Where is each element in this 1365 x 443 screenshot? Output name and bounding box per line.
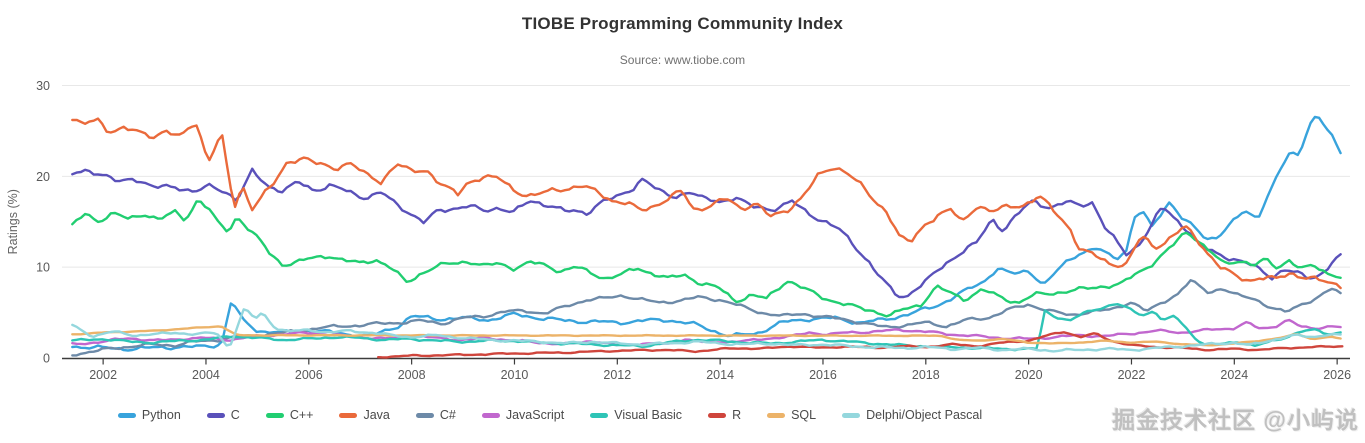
series-line-visual-basic: [71, 303, 1342, 352]
x-tick-label: 2024: [1220, 368, 1248, 382]
series-line-java: [71, 117, 1342, 290]
legend-label-c-: C#: [439, 408, 456, 422]
legend-swatch-delphi-object-pascal: [842, 412, 861, 418]
legend-swatch-c: [206, 412, 225, 418]
series-line-c-: [71, 200, 1342, 318]
legend-label-visual-basic: Visual Basic: [614, 408, 683, 422]
legend-label-javascript: JavaScript: [505, 408, 565, 422]
y-tick-label: 0: [43, 352, 50, 366]
legend-swatch-python: [117, 412, 136, 418]
series-line-sql: [71, 325, 1342, 347]
x-tick-label: 2006: [295, 368, 323, 382]
chart-subtitle: Source: www.tiobe.com: [619, 53, 746, 67]
legend-item-sql[interactable]: SQL: [767, 408, 816, 422]
legend-item-visual-basic[interactable]: Visual Basic: [590, 408, 682, 422]
x-tick-label: 2008: [398, 368, 426, 382]
y-tick-label: 10: [36, 261, 50, 275]
legend-swatch-sql: [767, 412, 786, 418]
series-line-c: [71, 167, 1342, 299]
legend-label-sql: SQL: [791, 408, 817, 422]
legend-label-python: Python: [141, 408, 181, 422]
x-tick-label: 2020: [1015, 368, 1043, 382]
legend-item-c-[interactable]: C++: [265, 408, 314, 422]
y-axis-title: Ratings (%): [6, 189, 20, 254]
x-tick-label: 2002: [89, 368, 117, 382]
legend-item-javascript[interactable]: JavaScript: [481, 408, 565, 422]
series-line-delphi-object-pascal: [71, 308, 1342, 353]
legend-item-r[interactable]: R: [708, 408, 741, 422]
legend-swatch-c-: [265, 412, 284, 418]
x-tick-label: 2004: [192, 368, 220, 382]
legend-label-r: R: [732, 408, 742, 422]
x-tick-label: 2012: [603, 368, 631, 382]
legend-item-c-[interactable]: C#: [415, 408, 456, 422]
legend-swatch-java: [339, 412, 358, 418]
legend-swatch-javascript: [481, 412, 500, 418]
legend-label-delphi-object-pascal: Delphi/Object Pascal: [866, 408, 983, 422]
x-tick-label: 2016: [809, 368, 837, 382]
chart-title: TIOBE Programming Community Index: [521, 14, 844, 33]
x-tick-label: 2022: [1118, 368, 1146, 382]
legend-label-c-: C++: [289, 408, 314, 422]
legend-item-delphi-object-pascal[interactable]: Delphi/Object Pascal: [842, 408, 982, 422]
legend-swatch-r: [708, 412, 727, 418]
legend-item-java[interactable]: Java: [339, 408, 390, 422]
x-tick-label: 2010: [501, 368, 529, 382]
x-tick-label: 2026: [1323, 368, 1351, 382]
y-tick-label: 20: [36, 170, 50, 184]
watermark-text: 掘金技术社区 @小屿说: [1112, 407, 1359, 433]
legend-swatch-c-: [415, 412, 434, 418]
y-tick-label: 30: [36, 79, 50, 93]
legend-label-java: Java: [363, 408, 390, 422]
legend-item-python[interactable]: Python: [117, 408, 181, 422]
legend-swatch-visual-basic: [590, 412, 609, 418]
series-line-c-: [71, 279, 1342, 357]
x-tick-label: 2018: [912, 368, 940, 382]
legend-label-c: C: [230, 408, 240, 422]
x-tick-label: 2014: [706, 368, 734, 382]
chart-legend: Python C C++ Java C# JavaScript Visual Basic R S…: [0, 408, 1100, 422]
legend-item-c[interactable]: C: [206, 408, 240, 422]
